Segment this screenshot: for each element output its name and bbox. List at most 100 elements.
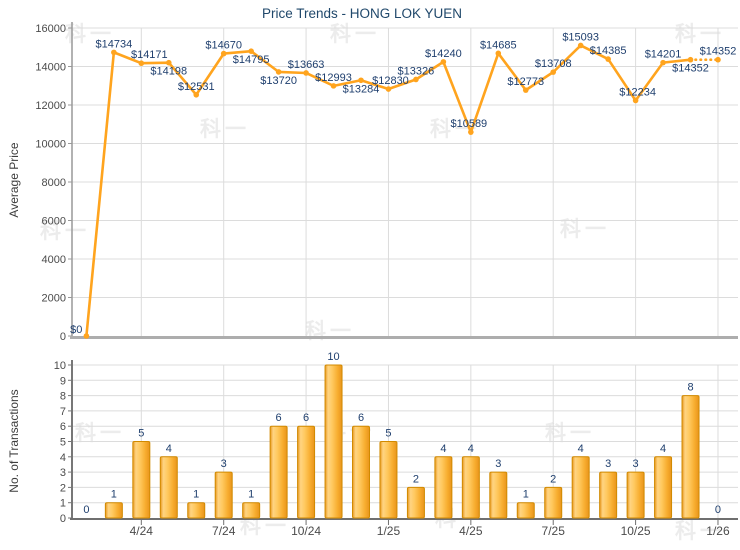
y-tick-label: 8000: [42, 177, 66, 189]
bar-value-label: 1: [523, 489, 529, 501]
price-point-label: $14198: [150, 66, 187, 78]
line-point: [413, 76, 419, 83]
x-tick-label: 7/24: [212, 524, 236, 538]
transaction-bar: [297, 425, 316, 519]
price-point-label: $14171: [131, 49, 168, 61]
y-tick-label: 16000: [35, 23, 66, 35]
y-tick-label: 8: [60, 391, 66, 403]
transaction-bar: [104, 502, 123, 519]
line-point: [248, 48, 254, 54]
line-point: [440, 59, 447, 65]
line-point: [605, 56, 611, 62]
line-point: [303, 70, 309, 76]
bar-value-label: 3: [495, 458, 501, 470]
y-tick-label: 9: [60, 375, 66, 387]
line-point: [111, 49, 117, 56]
x-tick-label: 10/25: [621, 524, 651, 538]
line-point: [193, 91, 200, 98]
price-point-label: $13326: [398, 65, 435, 77]
transaction-bar: [434, 456, 453, 519]
bar-value-label: 0: [715, 504, 721, 516]
y-tick-label: 4: [60, 452, 66, 464]
bar-value-label: 3: [221, 458, 227, 470]
line-point: [275, 69, 282, 75]
line-point: [220, 50, 227, 57]
price-point-label: $14352: [672, 63, 709, 75]
transaction-bar: [352, 425, 370, 519]
x-tick-label: 1/25: [377, 524, 401, 538]
chart-title: Price Trends - HONG LOK YUEN: [261, 6, 463, 21]
bar-value-label: 0: [83, 504, 89, 516]
transaction-bar: [544, 486, 563, 519]
bar-value-label: 6: [276, 412, 282, 424]
line-point: [358, 77, 364, 84]
bar-value-label: 3: [633, 458, 639, 470]
bar-value-label: 1: [248, 489, 254, 501]
y-tick-label: 7: [60, 406, 66, 418]
y-tick-label: 6: [60, 421, 66, 433]
y-tick-label: 0: [60, 513, 66, 525]
y-tick-label: 4000: [42, 254, 66, 266]
transaction-bar: [379, 441, 398, 519]
bar-value-label: 4: [578, 443, 584, 455]
transaction-bar: [214, 471, 233, 519]
bar-value-label: 4: [468, 443, 474, 455]
price-point-label: $14240: [425, 48, 462, 60]
transaction-bar: [324, 364, 343, 519]
x-tick-label: 10/24: [291, 524, 321, 538]
price-point-label: $13284: [343, 83, 380, 95]
price-point-label: $14352: [700, 46, 737, 58]
price-point-label: $14685: [480, 39, 517, 51]
transaction-bar: [571, 456, 590, 519]
y-tick-label: 14000: [35, 62, 66, 74]
y-tick-label: 12000: [35, 100, 66, 112]
line-point: [632, 97, 639, 104]
line-point: [522, 87, 529, 93]
line-point: [83, 333, 90, 339]
y-tick-label: 5: [60, 437, 66, 449]
bar-value-label: 4: [660, 443, 666, 455]
price-point-label: $0: [70, 324, 82, 336]
price-point-label: $12993: [315, 72, 352, 84]
price-point-label: $12830: [372, 75, 409, 87]
transaction-bar: [406, 486, 425, 519]
transaction-bar: [159, 456, 178, 519]
price-point-label: $12773: [507, 76, 544, 88]
price-point-label: $14670: [205, 40, 242, 52]
line-point: [687, 56, 694, 63]
x-tick-label: 7/25: [542, 524, 566, 538]
line-point: [165, 59, 172, 66]
y-tick-label: 2: [60, 482, 66, 494]
transaction-bar: [132, 441, 151, 519]
price-point-label: $14385: [590, 45, 627, 57]
transaction-bar: [516, 502, 535, 519]
transaction-bar: [489, 471, 508, 519]
y-tick-label: 10: [54, 360, 66, 372]
line-point: [577, 42, 584, 49]
bar-value-label: 4: [440, 443, 446, 455]
y-tick-label: 6000: [42, 216, 66, 228]
x-tick-label: 1/26: [706, 524, 730, 538]
transaction-bar: [242, 502, 261, 519]
line-point: [495, 50, 502, 57]
price-point-label: $15093: [562, 31, 599, 43]
bar-value-label: 5: [138, 428, 144, 440]
line-point: [550, 69, 557, 75]
y-tick-label: 10000: [35, 139, 66, 151]
line-point: [138, 60, 145, 67]
transaction-bar: [654, 456, 673, 519]
transaction-bar: [681, 395, 700, 519]
price-point-label: $12234: [619, 86, 656, 98]
price-point-label: $14734: [96, 38, 133, 50]
bar-value-label: 2: [550, 473, 556, 485]
line-point: [330, 83, 337, 89]
price-point-label: $12531: [178, 81, 215, 93]
transaction-bar: [599, 471, 618, 519]
price-point-label: $10589: [450, 118, 487, 130]
price-point-label: $13708: [535, 58, 572, 70]
transaction-bar: [187, 502, 206, 519]
price-point-label: $13663: [288, 59, 325, 71]
bar-value-label: 6: [358, 412, 364, 424]
y-tick-label: 1: [60, 498, 66, 510]
